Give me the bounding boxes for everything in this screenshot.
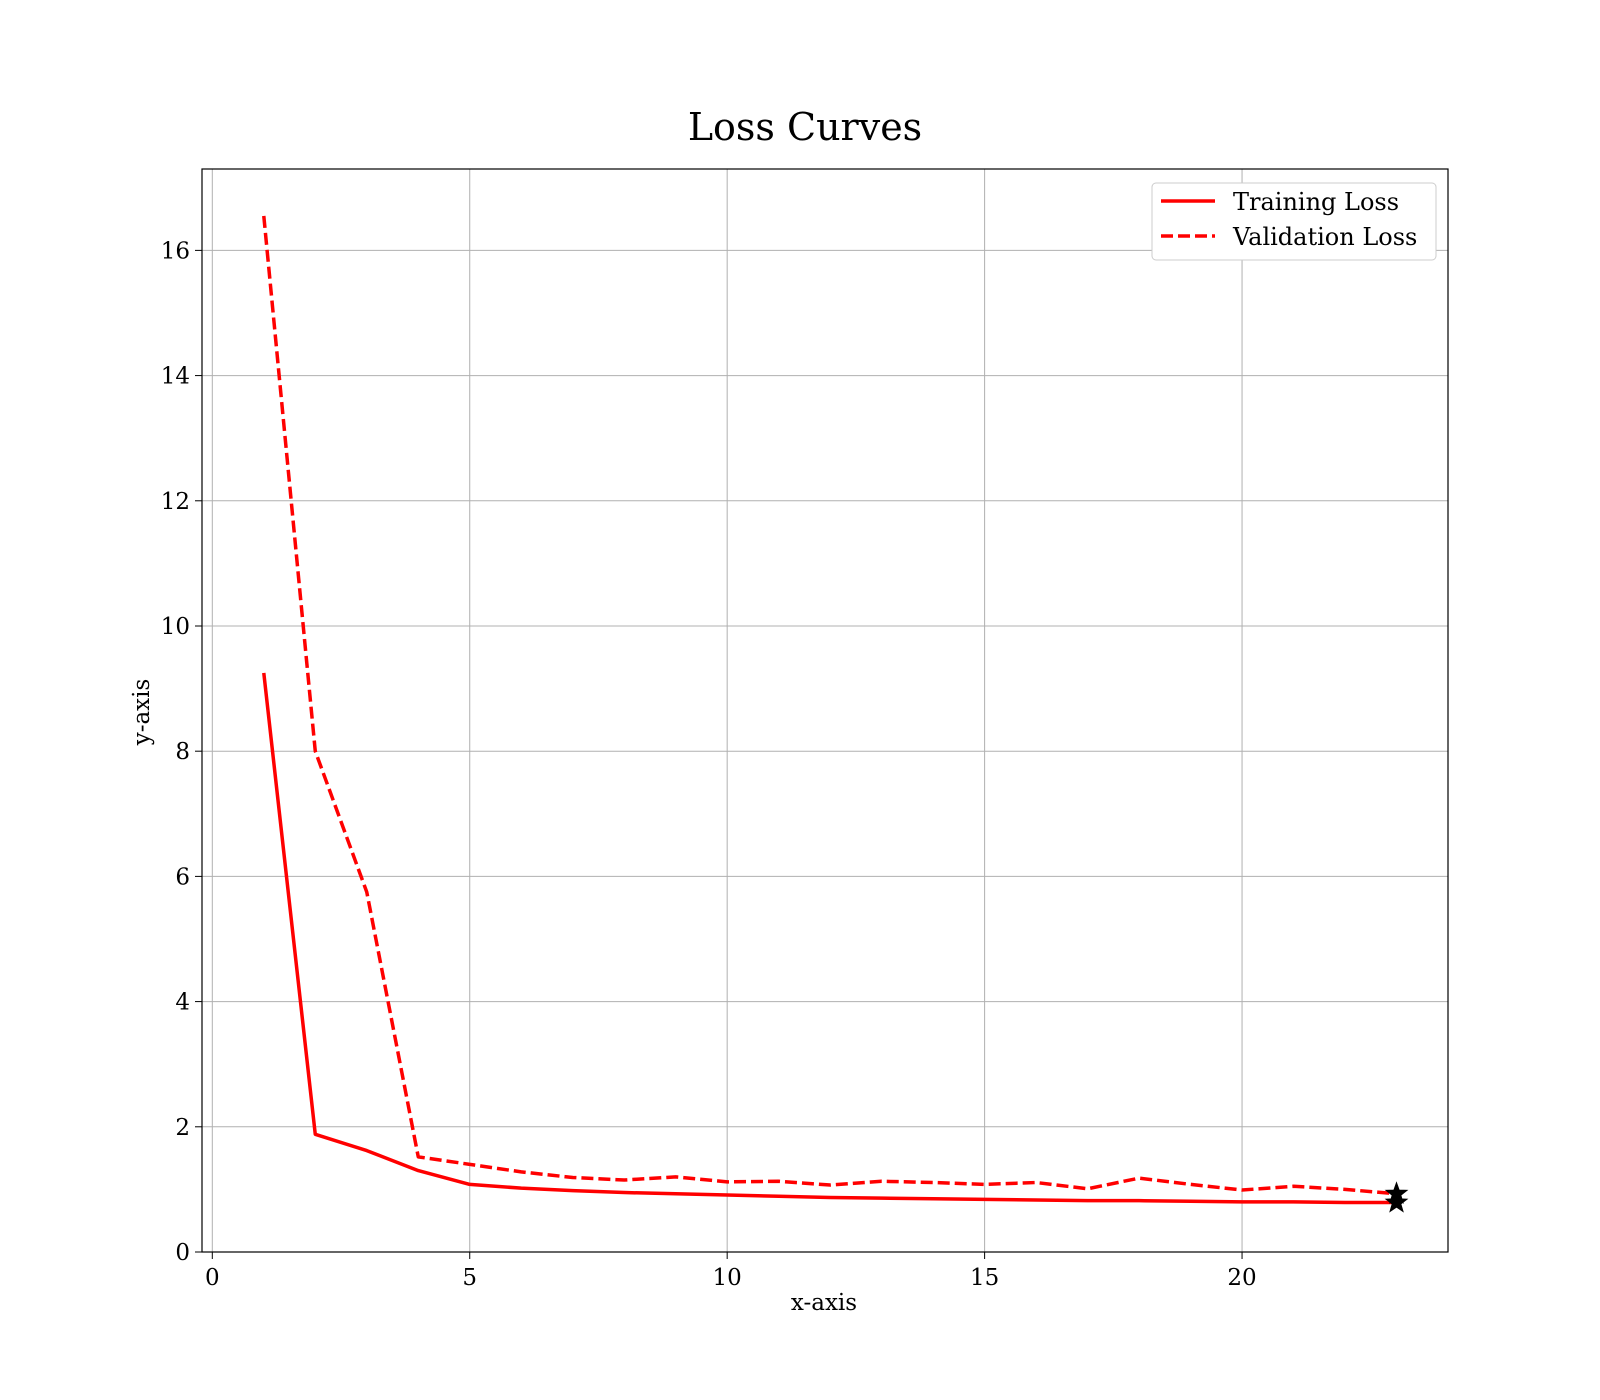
legend: Training Loss Validation Loss: [1151, 182, 1437, 261]
y-tick-label: 14: [161, 364, 190, 390]
legend-label-training-loss: Training Loss: [1233, 188, 1399, 216]
series-line-validation-loss: [262, 215, 1397, 1196]
legend-label-validation-loss: Validation Loss: [1232, 223, 1417, 251]
x-axis-ticks: 0 5 10 15 20: [205, 1252, 1257, 1291]
x-tick-label: 15: [970, 1265, 999, 1291]
star-marker-validation-loss: [1384, 1181, 1409, 1204]
series-layer: [262, 215, 1397, 1205]
y-tick-label: 16: [161, 238, 190, 264]
star-marker-training-loss: [1384, 1190, 1409, 1213]
y-tick-label: 6: [175, 864, 190, 890]
series-line-training-loss: [262, 672, 1397, 1205]
y-tick-label: 8: [175, 739, 190, 765]
x-tick-label: 0: [205, 1265, 220, 1291]
chart-title: Loss Curves: [688, 105, 922, 149]
y-tick-label: 12: [161, 489, 190, 515]
y-axis-ticks: 0 2 4 6 8 10 12 14 16: [161, 238, 202, 1266]
plot-frame: [201, 168, 1449, 1253]
last-point-markers: [1384, 1181, 1409, 1213]
x-tick-label: 10: [713, 1265, 742, 1291]
x-tick-label: 5: [462, 1265, 477, 1291]
legend-box: [1151, 182, 1437, 261]
y-axis-label: y-axis: [129, 679, 155, 747]
x-axis-label: x-axis: [791, 1290, 857, 1316]
y-tick-label: 10: [161, 614, 190, 640]
y-tick-label: 0: [175, 1240, 190, 1266]
grid-lines: [202, 169, 1448, 1253]
y-tick-label: 4: [175, 990, 190, 1016]
x-tick-label: 20: [1227, 1265, 1256, 1291]
y-tick-label: 2: [175, 1115, 190, 1141]
